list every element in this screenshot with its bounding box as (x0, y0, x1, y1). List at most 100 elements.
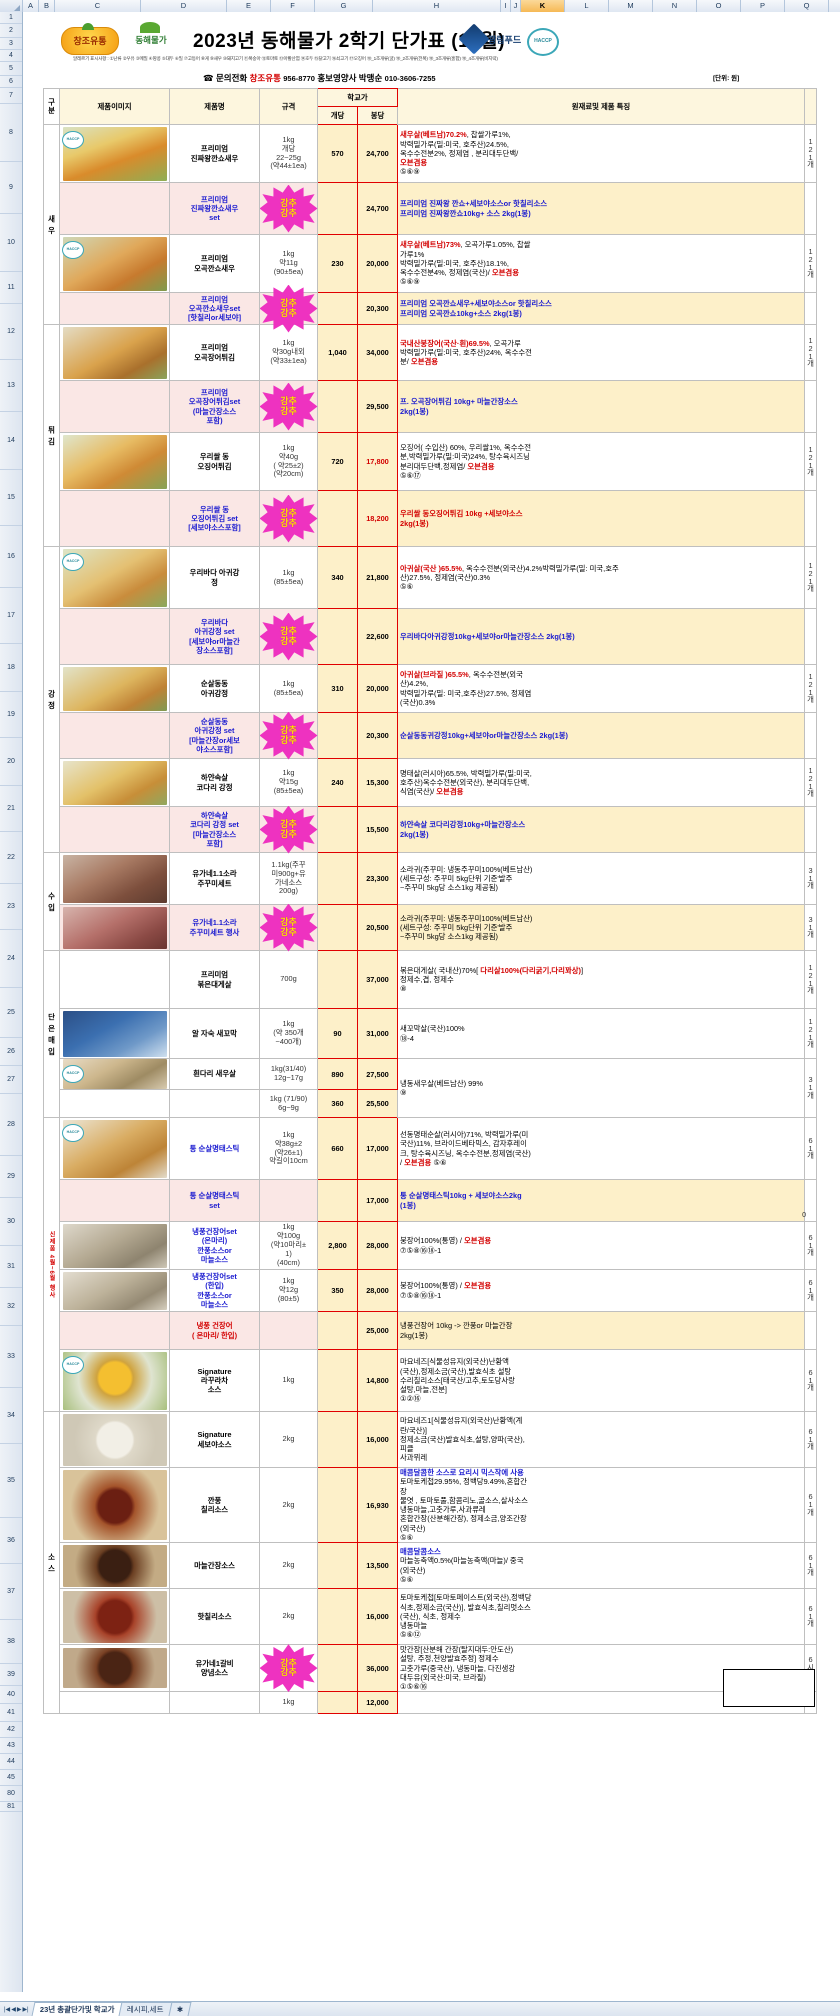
table-row[interactable]: 우리쌀 동 오징어튀김 1kg 약40g( 약25±2) (약20cm) 720 17,80… (44, 432, 817, 491)
table-row[interactable]: 프리미엄 오곡장어튀김set (마늘간장소스 포함) 강추 강추 29,500 프. 오곡장어… (44, 380, 817, 433)
column-header-i[interactable]: I (501, 0, 511, 12)
column-header-k[interactable]: K (521, 0, 565, 12)
row-header-37[interactable]: 37 (0, 1564, 22, 1620)
row-header-38[interactable]: 38 (0, 1620, 22, 1664)
row-header-42[interactable]: 42 (0, 1722, 22, 1738)
row-header-20[interactable]: 20 (0, 738, 22, 786)
column-header-l[interactable]: L (565, 0, 609, 12)
row-header-31[interactable]: 31 (0, 1246, 22, 1288)
table-row[interactable]: 순살동동 아귀강정 1kg (85±5ea) 310 20,000 아귀살(브라질 )65.… (44, 664, 817, 713)
table-body[interactable]: 새 우 HACCP 프리미엄 진짜왕깐쇼새우 1kg 개당 22~25g (약44±1ea) 5… (43, 124, 817, 1715)
row-header-11[interactable]: 11 (0, 272, 22, 304)
table-row[interactable]: 마늘간장소스 2kg 13,500 매콤달콤소스 마늘농축액0.5%(마늘농축액(마늘)… (44, 1542, 817, 1589)
table-row[interactable]: 하얀속살 코다리 강정 set [마늘간장소스 포함] 강추 강추 15,500 하얀속살 코… (44, 805, 817, 854)
column-header-a[interactable]: A (23, 0, 39, 12)
table-row[interactable]: HACCP 프리미엄 오곡깐쇼새우 1kg 약11g (90±5ea) 230 20,000 새… (44, 234, 817, 293)
row-header-22[interactable]: 22 (0, 832, 22, 884)
sheet-tab-1[interactable]: 레시피,세트 (118, 2002, 173, 2016)
table-row[interactable]: 새 우 HACCP 프리미엄 진짜왕깐쇼새우 1kg 개당 22~25g (약44±1ea) 5… (43, 124, 817, 325)
row-header-10[interactable]: 10 (0, 214, 22, 272)
row-header-43[interactable]: 43 (0, 1738, 22, 1754)
grid-canvas[interactable]: 창조유통 동해물가 2023년 동해물가 2학기 단가표 (10월) 광림푸드 … (23, 12, 840, 1992)
row-header-2[interactable]: 2 (0, 24, 22, 38)
first-sheet-icon[interactable]: |◀ (4, 2006, 11, 2013)
row-header-32[interactable]: 32 (0, 1288, 22, 1326)
next-sheet-icon[interactable]: ▶ (16, 2006, 22, 2013)
row-header-30[interactable]: 30 (0, 1198, 22, 1246)
row-header-33[interactable]: 33 (0, 1326, 22, 1388)
price-table[interactable]: 구분 제품이미지 제품명 규격 학교가 원재료및 제품 특징 개당 봉당 새 우… (43, 88, 817, 1715)
table-row[interactable]: 프리미엄 진짜왕깐쇼새우 set 강추 강추 24,700 프리미엄 진짜왕 깐쇼+세보야소… (44, 182, 817, 235)
table-row[interactable]: 냉풍건장어set (온마리) 깐풍소스or 마늘소스 1kg 약100g (약10마리± 1)… (44, 1221, 817, 1270)
select-all-corner[interactable] (0, 0, 23, 12)
sheet-nav-buttons[interactable]: |◀ ◀ ▶ ▶| (0, 2006, 33, 2013)
row-header-44[interactable]: 44 (0, 1754, 22, 1770)
table-row[interactable]: 냉풍 건장어( 온마리/ 한입) 25,000 냉풍건장어 10kg -> 깐풍or… (44, 1311, 817, 1350)
row-header-13[interactable]: 13 (0, 360, 22, 412)
column-header-j[interactable]: J (511, 0, 521, 12)
table-row[interactable]: 하얀속살 코다리 강정 1kg 약15g (85±5ea) 240 15,300 명태살(러시… (44, 758, 817, 807)
row-header-24[interactable]: 24 (0, 930, 22, 988)
table-row[interactable]: 1kg (71/90) 6g~9g 360 25,500 (44, 1089, 817, 1118)
row-header-28[interactable]: 28 (0, 1094, 22, 1156)
row-header-8[interactable]: 8 (0, 104, 22, 162)
row-header-29[interactable]: 29 (0, 1156, 22, 1198)
table-row[interactable]: 단 은 매 입 프리미엄 볶은대게살 700g 37,000 볶은대게살( 국내산)70%… (43, 950, 817, 1118)
spreadsheet-body[interactable]: 1 2 3 4 5 6 7 8 9 10 11 12 13 14 15 16 17 18 19 20 21 22 23 24 2… (0, 12, 840, 1992)
row-header-4[interactable]: 4 (0, 50, 22, 62)
sheet-tab-0[interactable]: 23년 총괄단가및 학교가 (31, 2002, 123, 2016)
row-header-41[interactable]: 41 (0, 1704, 22, 1722)
table-row[interactable]: 통 순살명태스틱 set 17,000 통 순살명태스틱10kg + 세보야소스2kg… (44, 1179, 817, 1222)
empty-selection-box[interactable] (723, 1669, 815, 1707)
table-row[interactable]: 핫칠리소스 2kg 16,000 토마토케첩[토마토페이스트(외국산),정백당 식초,정… (44, 1588, 817, 1645)
table-row[interactable]: 신제품 4월~6월 행사 HACCP 통 순살명태스틱 1kg 약38g±2 (약26±1… (43, 1117, 817, 1412)
row-header-19[interactable]: 19 (0, 692, 22, 738)
row-header-17[interactable]: 17 (0, 588, 22, 644)
table-row[interactable]: 깐풍 칠리소스 2kg 16,930 매콤달콤한 소스로 요리시 믹스작에 사용 토마토케… (44, 1467, 817, 1543)
row-header-34[interactable]: 34 (0, 1388, 22, 1444)
table-row[interactable]: 냉풍건장어set (한입) 깐풍소스or 마늘소스 1kg 약12g (80±5) 350 28… (44, 1269, 817, 1312)
column-header-g[interactable]: G (315, 0, 373, 12)
row-header-81[interactable]: 81 (0, 1802, 22, 1812)
column-header-n[interactable]: N (653, 0, 697, 12)
column-header-c[interactable]: C (55, 0, 141, 12)
row-header-80[interactable]: 80 (0, 1786, 22, 1802)
row-header-36[interactable]: 36 (0, 1518, 22, 1564)
sheet-tab-bar[interactable]: |◀ ◀ ▶ ▶| 23년 총괄단가및 학교가 레시피,세트 ✱ (0, 2001, 840, 2016)
row-header-23[interactable]: 23 (0, 884, 22, 930)
row-header-27[interactable]: 27 (0, 1066, 22, 1094)
row-header-35[interactable]: 35 (0, 1444, 22, 1518)
row-header-26[interactable]: 26 (0, 1038, 22, 1066)
row-header-12[interactable]: 12 (0, 304, 22, 360)
row-header-25[interactable]: 25 (0, 988, 22, 1038)
column-header-m[interactable]: M (609, 0, 653, 12)
column-header-p[interactable]: P (741, 0, 785, 12)
table-row[interactable]: 유가네1.1소라 주꾸미세트 행사 강추 강추 20,500 소라귀(주꾸미: 냉동주꾸미… (44, 903, 817, 952)
table-row[interactable]: 순살동동 아귀강정 set [마늘간장or세보 야소스포함] 강추 강추 20,300 순살동… (44, 711, 817, 760)
row-header-40[interactable]: 40 (0, 1686, 22, 1704)
column-header-h[interactable]: H (373, 0, 501, 12)
table-row[interactable]: 알 자숙 새꼬막 1kg (약 350개 ~400개) 90 31,000 새꼬막살(국산)… (44, 1008, 817, 1059)
row-header-15[interactable]: 15 (0, 470, 22, 526)
row-header-16[interactable]: 16 (0, 526, 22, 588)
prev-sheet-icon[interactable]: ◀ (11, 2006, 16, 2013)
column-header-b[interactable]: B (39, 0, 55, 12)
column-header-d[interactable]: D (141, 0, 227, 12)
table-row[interactable]: 프리미엄 오곡깐쇼새우set [핫칠리or세보야] 강추 강추 20,300 프리미엄 오곡… (44, 284, 817, 333)
row-header-6[interactable]: 6 (0, 76, 22, 88)
table-row[interactable]: 튀 김 프리미엄 오곡장어튀김 1kg 약30g내외 (약33±1ea) 1,040 34,0… (43, 324, 817, 547)
row-header-3[interactable]: 3 (0, 38, 22, 50)
row-header-39[interactable]: 39 (0, 1664, 22, 1686)
row-header-5[interactable]: 5 (0, 62, 22, 76)
column-header-f[interactable]: F (271, 0, 315, 12)
last-sheet-icon[interactable]: ▶| (22, 2006, 29, 2013)
row-header-18[interactable]: 18 (0, 644, 22, 692)
row-header-1[interactable]: 1 (0, 12, 22, 24)
row-header-45[interactable]: 45 (0, 1770, 22, 1786)
table-row[interactable]: HACCP 흰다리 새우살 1kg(31/40) 12g~17g 890 27,500 냉동… (44, 1058, 817, 1118)
table-row[interactable]: 강 정 HACCP 우리바다 아귀강 정 1kg (85±5ea) 340 21,800 아귀살… (43, 546, 817, 853)
row-header-7[interactable]: 7 (0, 88, 22, 104)
row-header-bar[interactable]: 1 2 3 4 5 6 7 8 9 10 11 12 13 14 15 16 17 18 19 20 21 22 23 24 2… (0, 12, 23, 1992)
new-sheet-icon[interactable]: ✱ (168, 2002, 192, 2016)
